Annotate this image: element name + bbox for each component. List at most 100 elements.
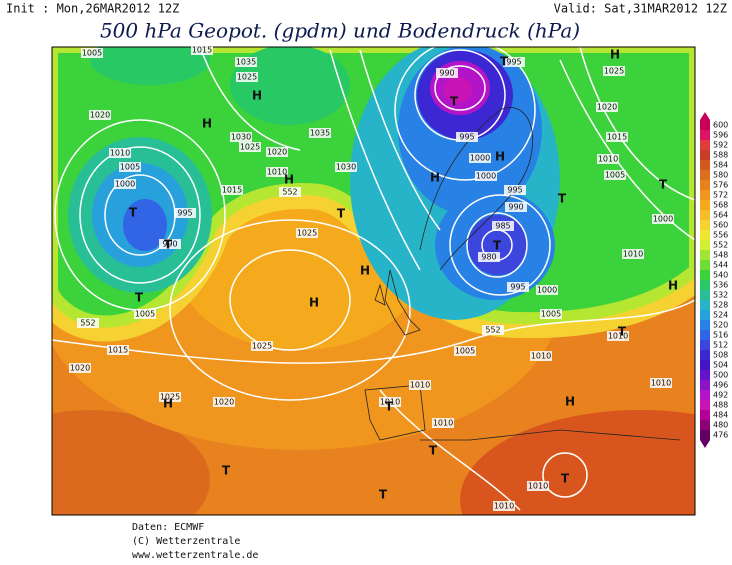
isobar-label-box [114,179,136,189]
colorbar-swatch [700,170,710,180]
colorbar-label: 600 [713,121,728,130]
isobar-label: 1005 [82,49,102,58]
isobar-label-box [235,57,257,67]
colorbar-swatch [700,330,710,340]
colorbar-label: 520 [713,321,728,330]
isobar-label: 1005 [541,310,561,319]
map-frame [51,46,696,516]
pressure-center: T [450,95,459,109]
isobar-label-box [309,128,331,138]
isobar-label: 1005 [135,310,155,319]
isobar-label-box [469,153,491,163]
pressure-center: T [385,400,394,414]
isobar-label-box [540,309,562,319]
isobar-label: 1035 [310,129,330,138]
pressure-center: T [222,464,231,478]
colorbar-swatch [700,290,710,300]
colorbar-label: 560 [713,221,728,230]
isobar-label: 985 [495,222,510,231]
colorbar-label: 576 [713,181,728,190]
colorbar-swatch [700,240,710,250]
pressure-center: H [610,48,620,62]
isobar-label-box [492,221,514,231]
colorbar-label: 528 [713,301,728,310]
colorbar-swatch [700,400,710,410]
isobar-label-box [279,187,301,197]
colorbar-swatch [700,320,710,330]
isobar-label: 990 [508,203,523,212]
isobar-label-box [478,252,500,262]
isobar-label: 1010 [110,149,130,158]
colorbar-label: 512 [713,341,728,350]
isobar-label: 1015 [222,186,242,195]
valid-time: Valid: Sat,31MAR2012 12Z [554,2,727,16]
pressure-center: H [565,395,575,409]
isobar-label-box [530,351,552,361]
colorbar-label: 544 [713,261,728,270]
isobar-label-box [503,57,525,67]
colorbar-swatch [700,420,710,430]
isobar-label: 1010 [494,502,514,511]
colorbar-label: 532 [713,291,728,300]
isobar-label: 995 [177,209,192,218]
colorbar: 6005965925885845805765725685645605565525… [700,112,728,448]
colorbar-swatch [700,180,710,190]
isobar-label-box [239,142,261,152]
colorbar-swatch [700,410,710,420]
pressure-center: T [429,444,438,458]
isobar-label: 1005 [120,163,140,172]
colorbar-label: 580 [713,171,728,180]
colorbar-label: 564 [713,211,728,220]
colorbar-label: 524 [713,311,728,320]
colorbar-swatch [700,430,710,440]
isobar-label-box [69,363,91,373]
pressure-center: T [618,325,627,339]
pressure-center: T [337,207,346,221]
colorbar-swatch [700,350,710,360]
colorbar-label: 508 [713,351,728,360]
colorbar-label: 516 [713,331,728,340]
isobar-label-box [174,208,196,218]
colorbar-arrow [700,112,710,120]
isobar-label: 995 [510,283,525,292]
isobar-label: 552 [282,188,297,197]
isobar-label-box [89,110,111,120]
colorbar-label: 572 [713,191,728,200]
colorbar-label: 552 [713,241,728,250]
isobar-label-box [504,185,526,195]
isobar-label: 1030 [231,133,251,142]
isobar-label: 1015 [607,133,627,142]
isobar-label: 1010 [380,398,400,407]
colorbar-arrow [700,440,710,448]
isobar-label: 1030 [336,163,356,172]
isobar-label-box [296,228,318,238]
isobar-label: 1025 [604,67,624,76]
isobar-label: 1010 [528,482,548,491]
colorbar-swatch [700,370,710,380]
pressure-center: H [309,296,319,310]
isobar-label: 1025 [240,143,260,152]
isobar-label: 552 [80,319,95,328]
isobar-label-box [159,239,181,249]
isobar-label: 1010 [598,155,618,164]
colorbar-label: 484 [713,411,728,420]
isobar-label: 980 [481,253,496,262]
colorbar-label: 596 [713,131,728,140]
isobar-label: 1020 [214,398,234,407]
map-title: 500 hPa Geopot. (gpdm) und Bodendruck (h… [100,19,580,43]
pressure-center: H [668,279,678,293]
isobar-label-box [119,162,141,172]
website: www.wetterzentrale.de [132,550,258,561]
isobar-label-box [432,418,454,428]
isobar-label-box [493,501,515,511]
isobar-label: 995 [506,58,521,67]
isobar-label-box [191,45,213,55]
isobar-label: 1015 [192,46,212,55]
pressure-center: T [500,55,509,69]
isobar-label-box [266,147,288,157]
colorbar-swatch [700,120,710,130]
colorbar-swatch [700,270,710,280]
colorbar-label: 536 [713,281,728,290]
colorbar-swatch [700,360,710,370]
